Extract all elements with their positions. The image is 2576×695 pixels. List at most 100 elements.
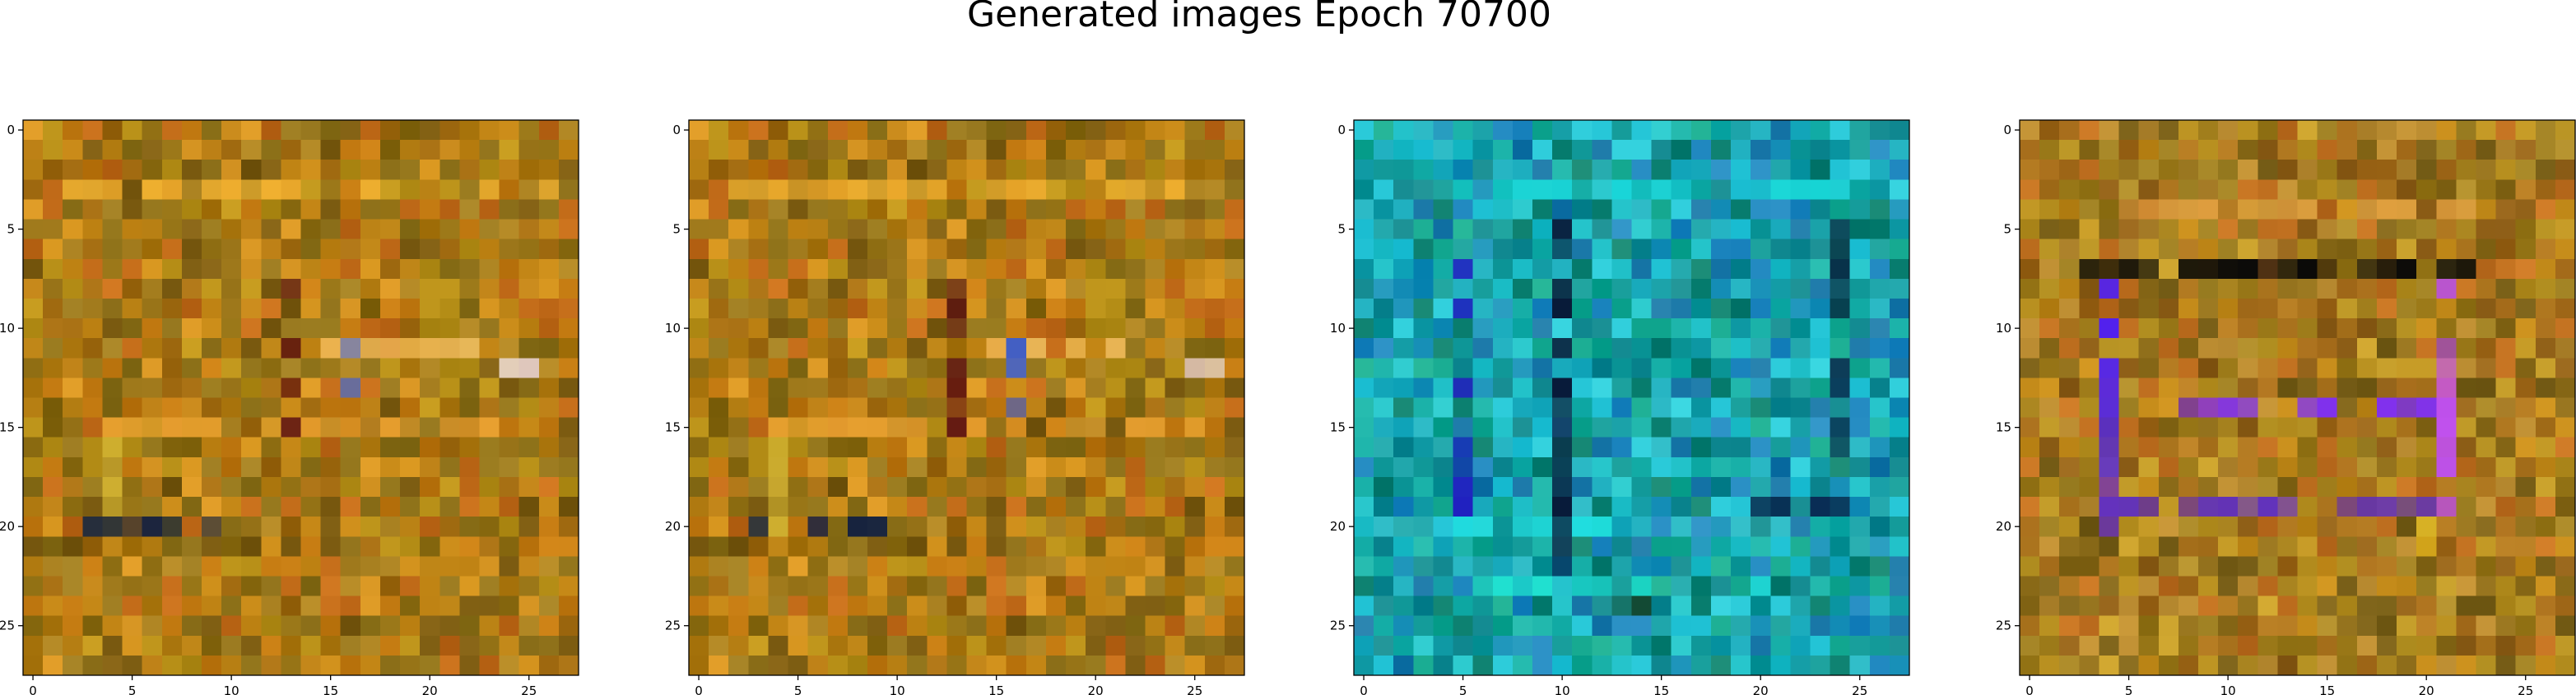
heatmap-cell	[2337, 278, 2358, 299]
heatmap-cell	[2535, 219, 2556, 240]
heatmap-cell	[2397, 298, 2417, 319]
heatmap-cell	[1592, 318, 1612, 339]
heatmap-cell	[2337, 635, 2358, 656]
heatmap-cell	[1125, 298, 1146, 319]
heatmap-cell	[1830, 497, 1851, 517]
heatmap-cell	[499, 239, 520, 260]
heatmap-cell	[689, 258, 709, 280]
heatmap-cell	[340, 536, 361, 557]
heatmap-cell	[1532, 476, 1553, 498]
heatmap-cell	[807, 358, 829, 378]
heatmap-cell	[1869, 120, 1890, 141]
heatmap-cell	[1552, 536, 1573, 557]
heatmap-cell	[2436, 199, 2457, 220]
heatmap-cell	[23, 258, 44, 280]
heatmap-cell	[1165, 120, 1186, 141]
heatmap-cell	[907, 635, 928, 656]
heatmap-cell	[1532, 655, 1553, 676]
heatmap-cell	[887, 517, 908, 537]
heatmap-cell	[2337, 655, 2358, 676]
heatmap-cell	[1849, 239, 1871, 260]
heatmap-cell	[2376, 378, 2397, 399]
heatmap-cell	[1690, 476, 1712, 498]
heatmap-cell	[161, 437, 183, 458]
heatmap-cell	[847, 595, 868, 617]
heatmap-cell	[1710, 338, 1732, 359]
heatmap-cell	[161, 219, 183, 240]
heatmap-cell	[320, 140, 342, 160]
heatmap-cell	[1224, 595, 1245, 617]
heatmap-cell	[2535, 239, 2556, 260]
heatmap-cell	[1066, 476, 1086, 498]
heatmap-cell	[518, 318, 540, 339]
heatmap-cell	[2197, 655, 2219, 676]
heatmap-cell	[1532, 615, 1553, 637]
heatmap-cell	[2138, 595, 2160, 617]
heatmap-cell	[1690, 140, 1712, 160]
heatmap-cell	[2356, 239, 2378, 260]
heatmap-cell	[2515, 338, 2536, 359]
heatmap-cell	[261, 397, 281, 419]
heatmap-cell	[1611, 239, 1633, 260]
heatmap-cell	[2197, 378, 2219, 399]
heatmap-cell	[807, 258, 829, 280]
heatmap-cell	[748, 635, 770, 656]
heatmap-cell	[142, 278, 163, 299]
heatmap-cell	[2039, 476, 2060, 498]
heatmap-cell	[2079, 456, 2100, 478]
heatmap-cell	[1086, 179, 1106, 201]
heatmap-cell	[867, 536, 888, 557]
heatmap-cell	[479, 278, 500, 299]
heatmap-cell	[1184, 219, 1206, 240]
heatmap-cell	[538, 338, 560, 359]
heatmap-cell	[1145, 437, 1166, 458]
heatmap-cell	[847, 417, 868, 438]
heatmap-cell	[768, 120, 789, 141]
heatmap-cell	[221, 635, 242, 656]
heatmap-cell	[728, 120, 749, 141]
heatmap-cell	[2456, 536, 2477, 557]
heatmap-cell	[1731, 358, 1751, 378]
heatmap-cell	[2277, 160, 2299, 180]
heatmap-cell	[748, 120, 770, 141]
heatmap-cell	[807, 179, 829, 201]
heatmap-cell	[1790, 318, 1811, 339]
heatmap-cell	[1671, 615, 1692, 637]
heatmap-cell	[1125, 497, 1146, 517]
heatmap-cell	[281, 140, 302, 160]
heatmap-cell	[2297, 397, 2318, 419]
heatmap-cell	[1611, 338, 1633, 359]
heatmap-cell	[1086, 278, 1106, 299]
heatmap-cell	[2515, 278, 2536, 299]
heatmap-cell	[1006, 199, 1027, 220]
heatmap-cell	[2456, 615, 2477, 637]
heatmap-cell	[1631, 120, 1653, 141]
heatmap-cell	[1472, 476, 1494, 498]
heatmap-cell	[1592, 258, 1612, 280]
heatmap-cell	[1393, 576, 1414, 597]
heatmap-cell	[1374, 278, 1394, 299]
heatmap-cell	[2079, 397, 2100, 419]
heatmap-cell	[689, 635, 709, 656]
heatmap-cell	[1592, 298, 1612, 319]
heatmap-cell	[966, 497, 988, 517]
heatmap-cell	[2436, 338, 2457, 359]
heatmap-cell	[2376, 397, 2397, 419]
heatmap-cell	[1592, 160, 1612, 180]
heatmap-cell	[1006, 635, 1027, 656]
heatmap-cell	[709, 437, 729, 458]
heatmap-cell	[2218, 140, 2239, 160]
heatmap-cell	[2416, 160, 2437, 180]
heatmap-cell	[2535, 497, 2556, 517]
heatmap-cell	[768, 615, 789, 637]
heatmap-cell	[788, 298, 809, 319]
heatmap-cell	[2118, 318, 2140, 339]
heatmap-cell	[1025, 595, 1047, 617]
heatmap-cell	[1611, 497, 1633, 517]
heatmap-cell	[1751, 397, 1771, 419]
heatmap-cell	[82, 595, 104, 617]
heatmap-cell	[518, 179, 540, 201]
heatmap-cell	[827, 239, 849, 260]
heatmap-cell	[558, 239, 579, 260]
heatmap-cell	[927, 556, 947, 577]
